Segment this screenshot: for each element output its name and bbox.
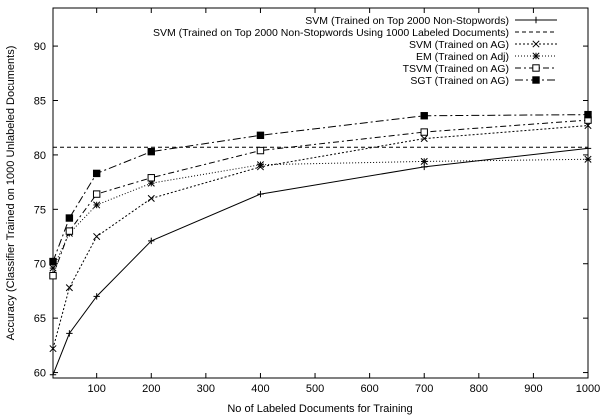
x-tick-label: 800 — [470, 383, 488, 395]
data-point — [65, 227, 74, 235]
data-point — [584, 110, 592, 119]
data-point — [420, 135, 428, 143]
legend-label: SVM (Trained on Top 2000 Non-Stopwords) — [305, 15, 509, 27]
legend-marker — [532, 16, 540, 24]
legend: SVM (Trained on Top 2000 Non-Stopwords)S… — [153, 15, 557, 87]
x-tick-label: 100 — [87, 383, 105, 395]
data-point — [584, 155, 592, 163]
series-layer — [49, 110, 592, 378]
x-tick-label: 500 — [306, 383, 324, 395]
data-point — [147, 147, 155, 156]
data-point — [49, 371, 57, 378]
data-point — [257, 190, 264, 198]
legend-label: TSVM (Trained on AG) — [403, 63, 509, 75]
y-tick-label: 70 — [34, 259, 46, 271]
axis-ticks: 100 200 300 400 500 600 700 800 900 1000 60 65 70 75 8… — [34, 8, 600, 395]
legend-label: SGT (Trained on AG) — [410, 75, 509, 87]
y-tick-label: 80 — [34, 150, 46, 162]
data-point — [148, 237, 155, 245]
x-tick-label: 700 — [415, 383, 433, 395]
x-tick-label: 1000 — [576, 383, 600, 395]
y-tick-label: 65 — [34, 313, 46, 325]
data-point — [256, 161, 265, 169]
data-point — [420, 128, 428, 136]
data-point — [420, 112, 428, 120]
series-line — [52, 125, 589, 349]
data-point — [93, 201, 101, 209]
x-tick-label: 400 — [251, 383, 269, 395]
data-point — [65, 284, 73, 292]
legend-label: SVM (Trained on AG) — [409, 39, 509, 51]
data-point — [92, 169, 101, 178]
legend-marker — [532, 52, 540, 60]
series-6 — [49, 110, 592, 266]
data-point — [92, 190, 101, 198]
x-tick-label: 600 — [360, 383, 378, 395]
y-tick-label: 85 — [34, 96, 46, 108]
data-point — [65, 214, 74, 222]
legend-marker — [532, 64, 540, 72]
series-line — [52, 114, 589, 262]
data-point — [147, 174, 155, 182]
series-line — [52, 147, 589, 375]
plot-frame — [52, 7, 589, 379]
series-4 — [49, 155, 592, 272]
series-line — [52, 119, 589, 276]
x-tick-label: 300 — [197, 383, 215, 395]
data-point — [420, 157, 428, 165]
data-point — [49, 257, 57, 266]
y-axis-label: Accuracy (Classifier Trained on 1000 Unl… — [5, 46, 17, 341]
y-tick-label: 60 — [34, 368, 46, 380]
legend-marker — [532, 40, 540, 48]
y-tick-label: 75 — [34, 204, 46, 216]
x-tick-label: 900 — [524, 383, 542, 395]
series-1 — [49, 145, 592, 378]
data-point — [66, 330, 73, 337]
data-point — [256, 131, 265, 140]
data-point — [49, 272, 57, 280]
y-tick-label: 90 — [34, 41, 46, 53]
legend-label: SVM (Trained on Top 2000 Non-Stopwords U… — [153, 27, 509, 39]
legend-marker — [532, 76, 540, 84]
data-point — [49, 345, 57, 353]
data-point — [421, 163, 428, 171]
series-line — [52, 158, 589, 269]
data-point — [147, 194, 155, 202]
data-point — [584, 145, 592, 152]
x-axis-label: No of Labeled Documents for Training — [227, 403, 412, 415]
data-point — [93, 232, 101, 241]
data-point — [93, 293, 100, 300]
series-5 — [49, 116, 592, 280]
x-tick-label: 200 — [142, 383, 160, 395]
data-point — [256, 146, 265, 155]
legend-label: EM (Trained on Adj) — [416, 51, 509, 63]
